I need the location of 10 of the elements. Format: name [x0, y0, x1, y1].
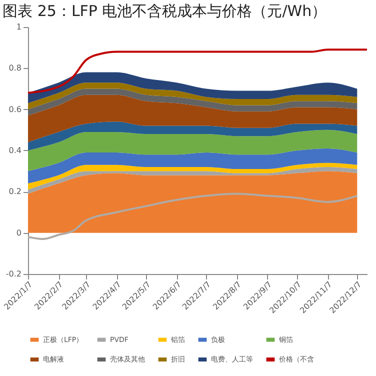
y-tick-label: 0.8 — [8, 64, 22, 73]
chart-title: 图表 25：LFP 电池不含税成本与价格（元/Wh） — [2, 2, 327, 20]
line-series — [27, 192, 358, 240]
y-tick-label: 0.4 — [8, 146, 22, 155]
y-tick-label: -0.2 — [6, 270, 22, 278]
y-tick-label: 0 — [16, 228, 22, 238]
y-tick-label: 0.2 — [8, 187, 22, 196]
line-series — [27, 48, 368, 94]
y-tick-label: 1 — [16, 22, 22, 32]
y-tick-label: 0.6 — [8, 104, 22, 114]
